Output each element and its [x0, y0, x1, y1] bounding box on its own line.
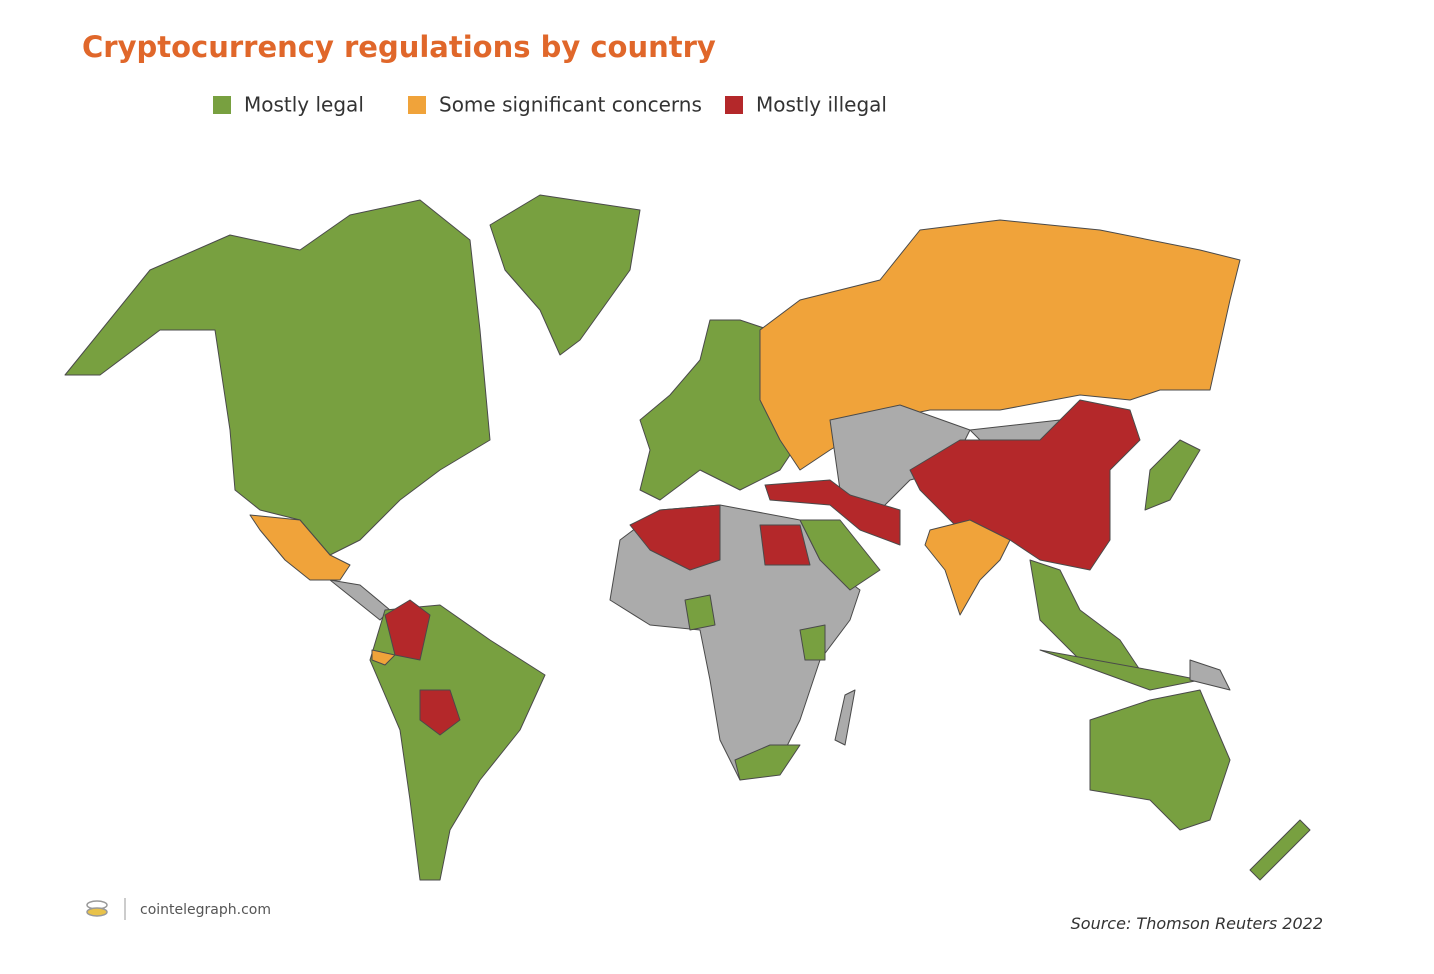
legend-label: Mostly legal: [244, 93, 364, 117]
papua-new-guinea: [1189, 659, 1231, 691]
turkey-iran: [764, 479, 901, 546]
algeria-morocco: [629, 504, 721, 571]
south-africa: [734, 744, 801, 781]
legend-swatch: [408, 96, 426, 114]
australia: [1089, 689, 1231, 831]
south-america: [369, 604, 546, 881]
africa: [609, 504, 861, 781]
new-zealand: [1249, 819, 1311, 881]
source: Source: Thomson Reuters 2022: [1071, 914, 1323, 933]
nigeria: [684, 594, 716, 631]
brand-text: cointelegraph.com: [140, 902, 271, 918]
legend-swatch: [725, 96, 743, 114]
egypt: [759, 524, 811, 566]
greenland: [489, 194, 641, 356]
india: [924, 519, 1011, 616]
southeast-asia: [1029, 559, 1141, 671]
japan: [1144, 439, 1201, 511]
saudi-arabia: [799, 519, 881, 591]
title: Cryptocurrency regulations by country: [82, 30, 716, 64]
legend-swatch: [213, 96, 231, 114]
north-america: [64, 199, 491, 556]
colombia: [384, 599, 431, 661]
legend: Mostly legal Some significant concerns Mos…: [213, 93, 887, 117]
brand-logo: [86, 898, 126, 920]
kenya: [799, 624, 826, 661]
ecuador: [371, 649, 396, 666]
russia: [759, 219, 1241, 471]
mexico: [249, 514, 351, 581]
legend-label: Mostly illegal: [756, 93, 887, 117]
bolivia: [419, 689, 461, 736]
world-map: [64, 194, 1311, 881]
central-america: [329, 579, 391, 621]
madagascar: [834, 689, 856, 746]
legend-label: Some significant concerns: [439, 93, 702, 117]
